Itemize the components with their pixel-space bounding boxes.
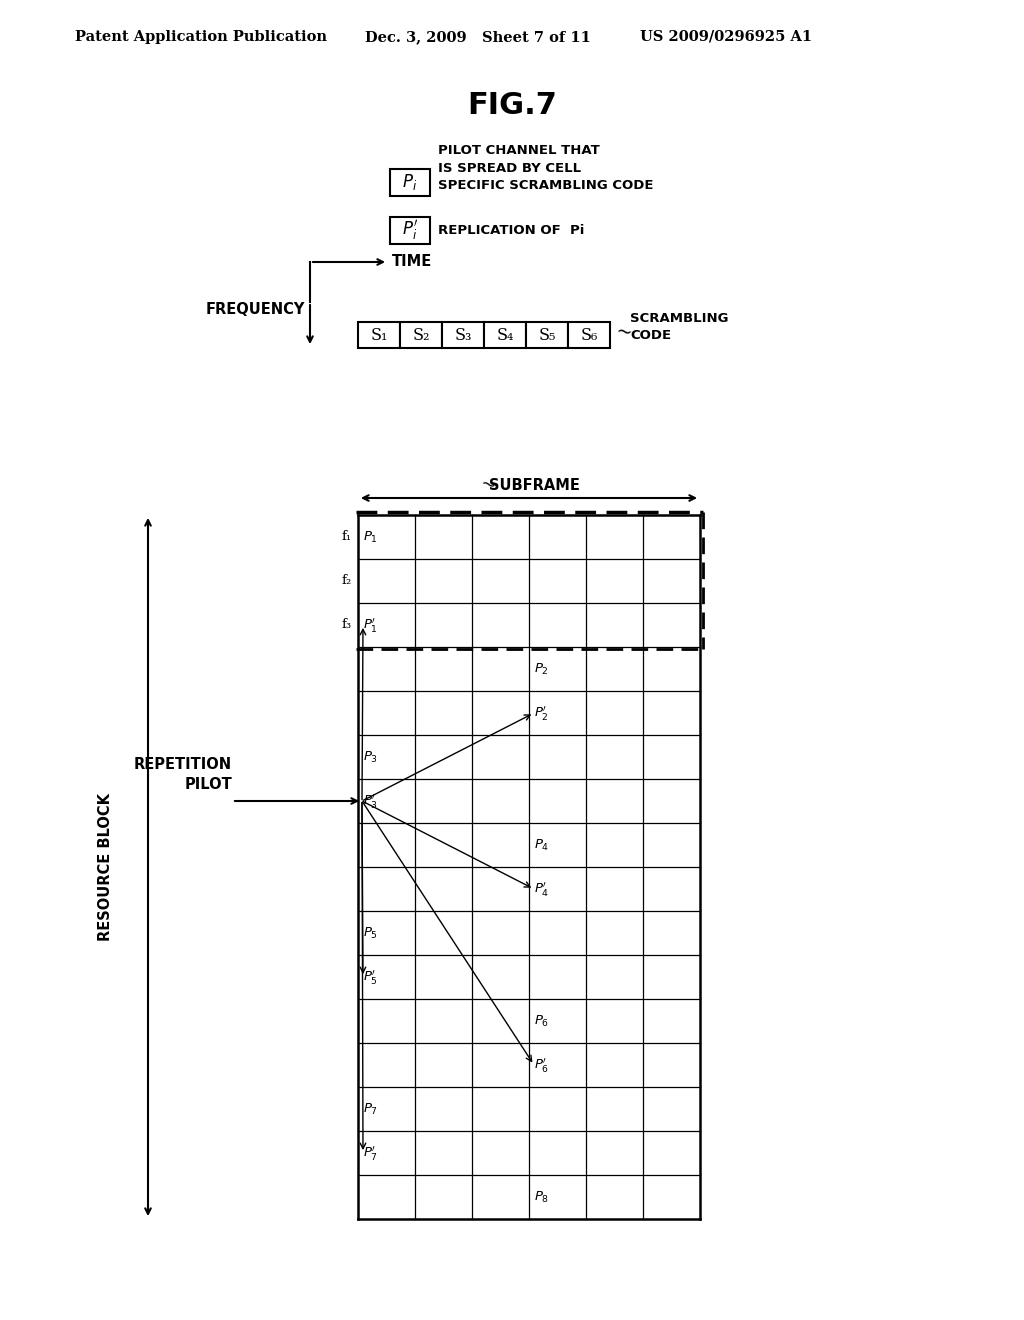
Text: $P_8$: $P_8$: [534, 1189, 549, 1205]
Text: $P_1$: $P_1$: [362, 529, 378, 545]
Bar: [400, 322, 442, 348]
Text: PILOT CHANNEL THAT
IS SPREAD BY CELL
SPECIFIC SCRAMBLING CODE: PILOT CHANNEL THAT IS SPREAD BY CELL SPE…: [438, 144, 653, 191]
Text: $P_6$: $P_6$: [534, 1014, 549, 1028]
Bar: [358, 322, 400, 348]
Text: REPETITION
PILOT: REPETITION PILOT: [134, 758, 232, 792]
Text: S₂: S₂: [413, 326, 430, 343]
Text: S₃: S₃: [455, 326, 472, 343]
Text: SUBFRAME: SUBFRAME: [488, 478, 580, 492]
Text: $P_1'$: $P_1'$: [362, 616, 378, 634]
Text: $P_2'$: $P_2'$: [534, 704, 549, 722]
Text: ~: ~: [477, 474, 497, 496]
Text: $P_7'$: $P_7'$: [362, 1144, 378, 1162]
Text: Patent Application Publication: Patent Application Publication: [75, 30, 327, 44]
Text: $P_4'$: $P_4'$: [534, 880, 549, 898]
Bar: [526, 322, 568, 348]
Text: S₅: S₅: [539, 326, 556, 343]
Text: RESOURCE BLOCK: RESOURCE BLOCK: [97, 793, 113, 941]
Text: REPLICATION OF  Pi: REPLICATION OF Pi: [438, 223, 585, 236]
Text: $P_6'$: $P_6'$: [534, 1056, 549, 1074]
Text: $P_2$: $P_2$: [534, 661, 549, 677]
Text: TIME: TIME: [392, 255, 432, 269]
Text: f₁: f₁: [342, 531, 352, 544]
Text: US 2009/0296925 A1: US 2009/0296925 A1: [640, 30, 812, 44]
Text: SCRAMBLING
CODE: SCRAMBLING CODE: [630, 312, 728, 342]
Text: $P_4$: $P_4$: [534, 837, 549, 853]
Text: Dec. 3, 2009   Sheet 7 of 11: Dec. 3, 2009 Sheet 7 of 11: [365, 30, 591, 44]
Text: FREQUENCY: FREQUENCY: [206, 302, 305, 317]
Text: ~: ~: [614, 322, 634, 343]
Bar: [390, 169, 430, 195]
Text: S₄: S₄: [497, 326, 514, 343]
Bar: [568, 322, 610, 348]
Text: $P_7$: $P_7$: [362, 1101, 378, 1117]
Text: $P_3'$: $P_3'$: [362, 792, 378, 810]
Text: $P_5$: $P_5$: [362, 925, 378, 941]
Text: S₁: S₁: [371, 326, 388, 343]
Text: $P_i'$: $P_i'$: [401, 218, 418, 242]
Bar: [484, 322, 526, 348]
Text: $P_3$: $P_3$: [362, 750, 378, 764]
Bar: [390, 216, 430, 243]
Text: S₆: S₆: [581, 326, 598, 343]
Text: $P_5'$: $P_5'$: [362, 968, 378, 986]
Text: FIG.7: FIG.7: [467, 91, 557, 120]
Text: $P_i$: $P_i$: [402, 172, 418, 191]
Bar: [442, 322, 484, 348]
Text: f₃: f₃: [342, 619, 352, 631]
Text: f₂: f₂: [342, 574, 352, 587]
